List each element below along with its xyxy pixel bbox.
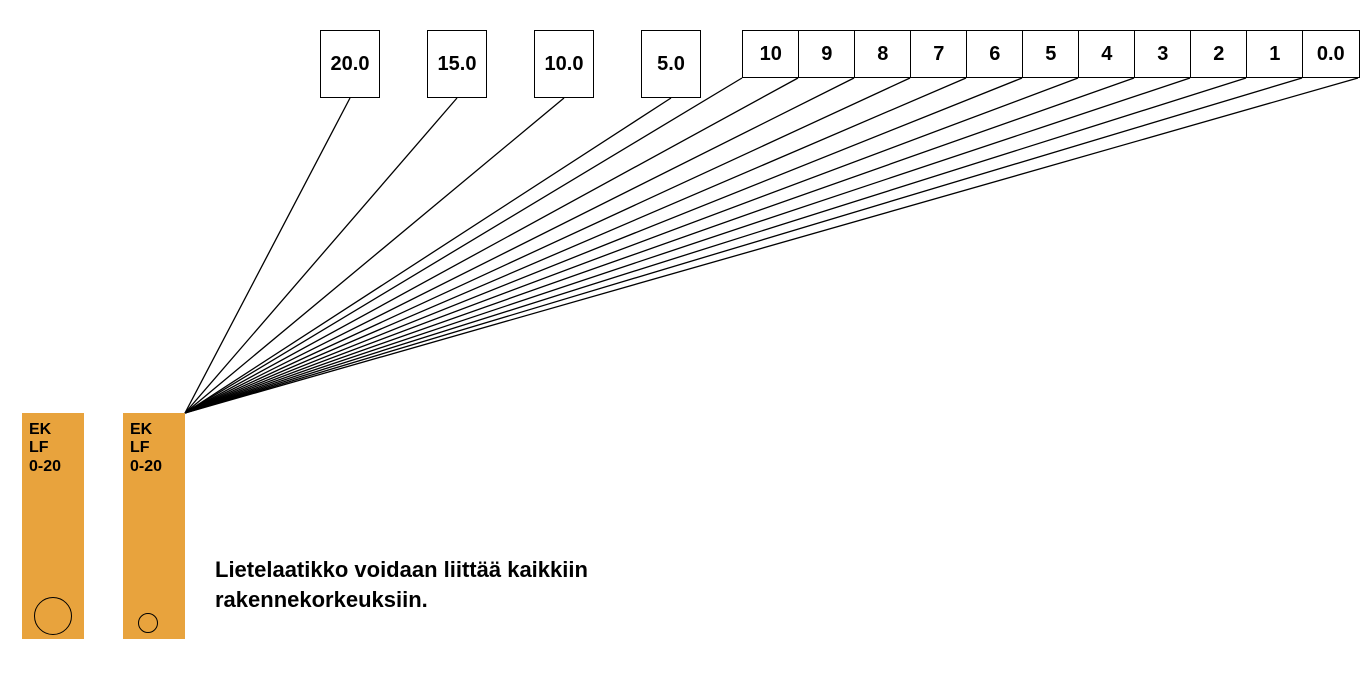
- orange-box-right: EK LF 0-20: [123, 413, 185, 639]
- scale-box-short-4: 6: [966, 30, 1024, 78]
- scale-box-tall-1: 15.0: [427, 30, 487, 98]
- scale-box-tall-label-0: 20.0: [331, 53, 370, 76]
- scale-box-short-label-1: 9: [821, 43, 832, 66]
- orange-left-line1: EK: [29, 421, 51, 438]
- scale-box-short-label-2: 8: [877, 43, 888, 66]
- scale-box-short-10: 0.0: [1302, 30, 1360, 78]
- scale-box-short-2: 8: [854, 30, 912, 78]
- scale-box-short-label-6: 4: [1101, 43, 1112, 66]
- caption-text: Lietelaatikko voidaan liittää kaikkiin r…: [215, 555, 588, 614]
- scale-box-short-6: 4: [1078, 30, 1136, 78]
- scale-box-short-label-3: 7: [933, 43, 944, 66]
- scale-box-tall-2: 10.0: [534, 30, 594, 98]
- orange-right-line2: LF: [130, 439, 150, 456]
- scale-box-short-8: 2: [1190, 30, 1248, 78]
- scale-box-short-label-0: 10: [760, 43, 782, 66]
- scale-box-short-label-10: 0.0: [1317, 43, 1345, 66]
- caption-line2: rakennekorkeuksiin.: [215, 587, 428, 612]
- orange-left-line3: 0-20: [29, 458, 61, 475]
- scale-box-short-3: 7: [910, 30, 968, 78]
- scale-box-short-5: 5: [1022, 30, 1080, 78]
- diagram-canvas: EK LF 0-20 EK LF 0-20 Lietelaatikko void…: [0, 0, 1370, 680]
- scale-box-short-label-4: 6: [989, 43, 1000, 66]
- scale-box-tall-label-3: 5.0: [657, 53, 685, 76]
- scale-box-tall-0: 20.0: [320, 30, 380, 98]
- connector-lines: [0, 0, 1370, 680]
- scale-box-short-9: 1: [1246, 30, 1304, 78]
- orange-box-left: EK LF 0-20: [22, 413, 84, 639]
- orange-right-line1: EK: [130, 421, 152, 438]
- scale-box-short-label-8: 2: [1213, 43, 1224, 66]
- scale-box-short-label-9: 1: [1269, 43, 1280, 66]
- scale-box-short-7: 3: [1134, 30, 1192, 78]
- orange-right-label: EK LF 0-20: [130, 421, 162, 476]
- orange-right-line3: 0-20: [130, 458, 162, 475]
- scale-box-short-label-7: 3: [1157, 43, 1168, 66]
- orange-right-circle: [138, 613, 158, 633]
- scale-box-short-label-5: 5: [1045, 43, 1056, 66]
- orange-left-label: EK LF 0-20: [29, 421, 61, 476]
- orange-left-circle: [34, 597, 72, 635]
- scale-box-short-1: 9: [798, 30, 856, 78]
- scale-box-tall-label-2: 10.0: [545, 53, 584, 76]
- orange-left-line2: LF: [29, 439, 49, 456]
- caption-line1: Lietelaatikko voidaan liittää kaikkiin: [215, 557, 588, 582]
- scale-box-tall-3: 5.0: [641, 30, 701, 98]
- scale-box-short-0: 10: [742, 30, 800, 78]
- scale-box-tall-label-1: 15.0: [438, 53, 477, 76]
